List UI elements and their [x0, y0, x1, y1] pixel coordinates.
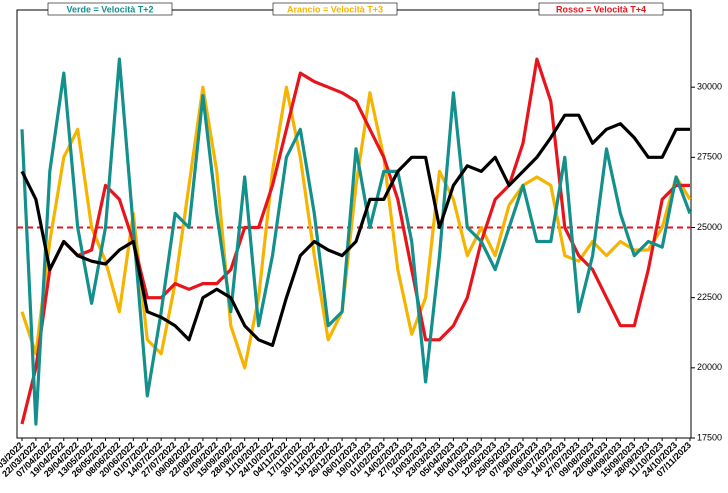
legend-box	[538, 2, 664, 16]
line	[20, 113, 690, 347]
legend-label: Verde = Velocità T+2	[66, 4, 153, 14]
plot-area	[16, 9, 692, 439]
y-tick-label: 20000	[697, 362, 722, 372]
legend-label: Arancio = Velocità T+3	[287, 4, 383, 14]
legend-label: Rosso = Velocità T+4	[556, 4, 646, 14]
y-tick-label: 22500	[697, 292, 722, 302]
y-tick-label: 17500	[697, 432, 722, 442]
line	[20, 57, 692, 426]
y-tick-label: 27500	[697, 152, 722, 162]
legend-box	[272, 2, 398, 16]
legend-box	[47, 2, 173, 16]
y-tick-label: 30000	[697, 82, 722, 92]
y-tick-label: 25000	[697, 222, 722, 232]
